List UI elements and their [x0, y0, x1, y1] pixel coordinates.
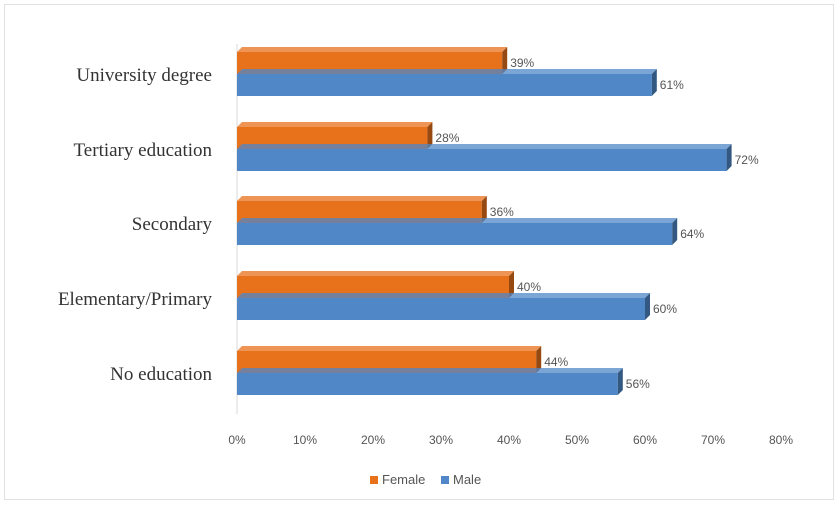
x-tick-label: 40%	[497, 433, 521, 447]
legend-swatch	[370, 476, 378, 484]
data-label: 40%	[517, 280, 541, 294]
bar-top-face	[237, 196, 487, 201]
bar-side-face	[427, 122, 433, 149]
data-label: 39%	[510, 56, 534, 70]
bar-side-face	[509, 271, 514, 298]
bar-top-face	[237, 47, 508, 52]
legend: Female Male	[370, 472, 481, 487]
bar-side-face	[645, 293, 650, 320]
bar-front-face	[237, 373, 618, 395]
data-label: 64%	[680, 227, 704, 241]
bar-male	[237, 218, 678, 245]
x-tick-label: 70%	[701, 433, 725, 447]
x-tick-label: 0%	[228, 433, 246, 447]
bar-female	[237, 122, 433, 149]
x-tick-label: 50%	[565, 433, 589, 447]
x-tick-label: 60%	[633, 433, 657, 447]
x-tick-label: 10%	[293, 433, 317, 447]
x-tick-label: 20%	[361, 433, 385, 447]
bar-front-face	[237, 149, 727, 171]
data-label: 60%	[653, 302, 677, 316]
bar-top-face	[237, 293, 650, 298]
data-label: 56%	[626, 377, 650, 391]
bars-layer	[237, 47, 732, 395]
bar-front-face	[237, 223, 673, 245]
bar-side-face	[502, 47, 508, 74]
bar-side-face	[481, 196, 487, 223]
bar-male	[237, 69, 657, 96]
legend-entry: Male	[453, 472, 481, 487]
bar-male	[237, 144, 732, 171]
bar-male	[237, 293, 650, 320]
bar-top-face	[237, 368, 623, 373]
bar-side-face	[651, 69, 657, 96]
labels-layer: 39% 28% 36% 40% 44% 61% 72% 64% 60% 56%	[435, 56, 759, 391]
bar-top-face	[237, 271, 514, 276]
bar-female	[237, 47, 508, 74]
bar-top-face	[237, 122, 433, 127]
bar-front-face	[237, 201, 482, 223]
bar-front-face	[237, 351, 537, 373]
data-label: 61%	[660, 78, 684, 92]
bar-front-face	[237, 298, 645, 320]
bar-female	[237, 271, 514, 298]
bar-front-face	[237, 276, 509, 298]
bar-front-face	[237, 52, 503, 74]
category-label: No education	[110, 364, 212, 385]
bar-top-face	[237, 69, 657, 74]
category-label: University degree	[76, 65, 212, 86]
bar-female	[237, 346, 542, 373]
bar-side-face	[617, 368, 623, 395]
data-label: 28%	[435, 131, 459, 145]
bar-side-face	[726, 144, 732, 171]
legend-swatch	[441, 476, 449, 484]
bar-top-face	[237, 346, 542, 351]
category-label: Elementary/Primary	[58, 289, 213, 310]
bar-top-face	[237, 144, 732, 149]
legend-entry: Female	[382, 472, 425, 487]
bar-male	[237, 368, 623, 395]
bar-female	[237, 196, 487, 223]
x-tick-label: 80%	[769, 433, 793, 447]
category-label: Tertiary education	[74, 140, 213, 161]
bar-top-face	[237, 218, 678, 223]
bar-side-face	[672, 218, 678, 245]
data-label: 36%	[490, 205, 514, 219]
bar-side-face	[536, 346, 542, 373]
data-label: 44%	[544, 355, 568, 369]
bar-front-face	[237, 74, 652, 96]
bar-front-face	[237, 127, 428, 149]
data-label: 72%	[735, 153, 759, 167]
category-label: Secondary	[132, 214, 213, 235]
x-tick-label: 30%	[429, 433, 453, 447]
